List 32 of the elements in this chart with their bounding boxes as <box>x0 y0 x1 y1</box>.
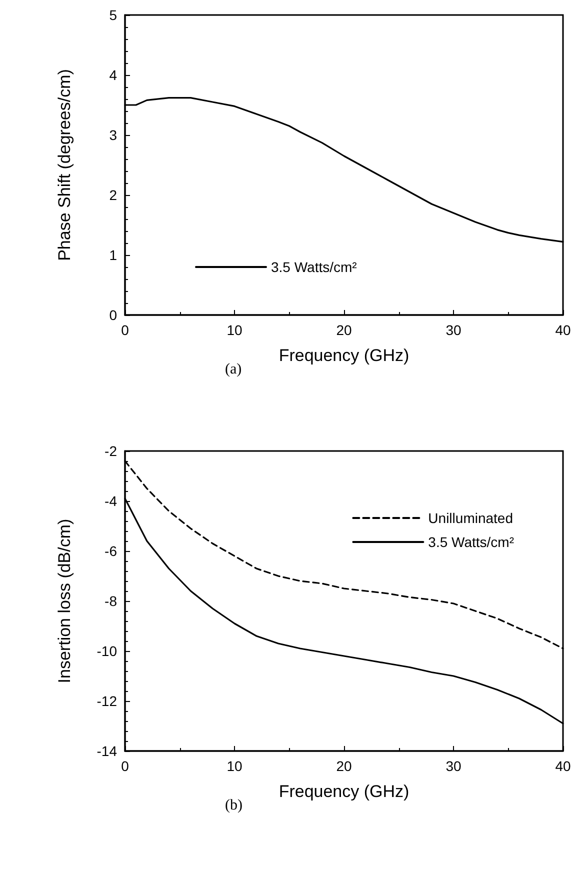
y-tick-label: 5 <box>109 7 118 23</box>
legend-label: 3.5 Watts/cm² <box>428 534 514 550</box>
y-tick-label: -10 <box>96 643 118 659</box>
x-axis-title: Frequency (GHz) <box>278 782 410 801</box>
y-tick-label: 4 <box>109 67 118 83</box>
y-tick-label: 3 <box>109 127 118 143</box>
y-tick-label: 1 <box>109 247 118 263</box>
x-tick-label: 20 <box>336 322 352 338</box>
x-tick-label: 20 <box>336 758 352 774</box>
y-tick-label: -12 <box>96 693 118 709</box>
text: (b) <box>225 798 242 814</box>
legend-label: Unilluminated <box>428 510 514 526</box>
x-axis-title: Frequency (GHz) <box>278 346 410 365</box>
x-tick-label: 30 <box>446 322 462 338</box>
y-tick-label: 0 <box>109 307 118 323</box>
y-tick-label: -4 <box>104 493 118 509</box>
x-tick-label: 10 <box>226 322 242 338</box>
y-axis-title: Phase Shift (degrees/cm) <box>55 69 74 261</box>
y-tick-label: -8 <box>104 593 118 609</box>
y-tick-label: -14 <box>96 743 118 759</box>
y-tick-label: -2 <box>104 443 118 459</box>
x-tick-label: 30 <box>446 758 462 774</box>
legend-label: 3.5 Watts/cm² <box>271 259 358 275</box>
x-tick-label: 40 <box>555 322 571 338</box>
y-axis-title: Insertion loss (dB/cm) <box>55 518 74 684</box>
x-tick-label: 40 <box>555 758 571 774</box>
text: (a) <box>225 362 242 378</box>
x-tick-label: 10 <box>226 758 242 774</box>
x-tick-label: 0 <box>121 758 130 774</box>
y-tick-label: 2 <box>109 187 118 203</box>
x-tick-label: 0 <box>121 322 130 338</box>
y-tick-label: -6 <box>104 543 118 559</box>
